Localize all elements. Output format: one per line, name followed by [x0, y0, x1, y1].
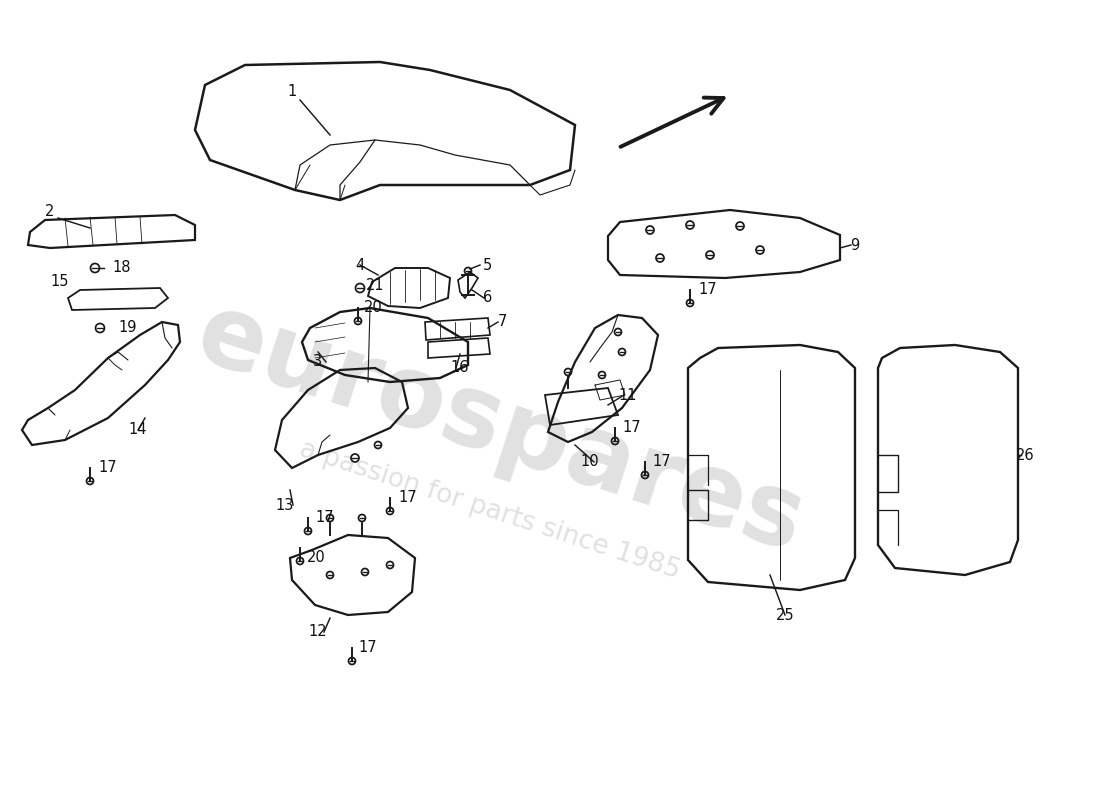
Text: 2: 2 — [45, 203, 55, 218]
Text: 17: 17 — [623, 421, 641, 435]
Text: 17: 17 — [652, 454, 671, 470]
Text: a passion for parts since 1985: a passion for parts since 1985 — [296, 436, 684, 584]
Text: 17: 17 — [359, 641, 377, 655]
Text: 1: 1 — [287, 85, 297, 99]
Text: 18: 18 — [112, 261, 131, 275]
Text: 20: 20 — [364, 301, 383, 315]
Text: 4: 4 — [355, 258, 364, 273]
Text: 26: 26 — [1015, 447, 1034, 462]
Text: 15: 15 — [51, 274, 69, 290]
Text: 20: 20 — [307, 550, 326, 566]
Text: 14: 14 — [129, 422, 147, 438]
Text: 17: 17 — [698, 282, 717, 298]
Text: 13: 13 — [276, 498, 294, 513]
Text: 11: 11 — [618, 387, 637, 402]
Text: eurospares: eurospares — [185, 286, 815, 574]
Text: 17: 17 — [99, 461, 118, 475]
Text: 6: 6 — [483, 290, 493, 306]
Text: 10: 10 — [581, 454, 600, 470]
Text: 5: 5 — [483, 258, 492, 273]
Text: 3: 3 — [314, 354, 322, 370]
Text: 12: 12 — [309, 625, 328, 639]
Text: 9: 9 — [850, 238, 859, 253]
Text: 19: 19 — [119, 321, 138, 335]
Text: 21: 21 — [365, 278, 384, 293]
Text: 17: 17 — [398, 490, 417, 506]
Text: 17: 17 — [316, 510, 334, 526]
Text: 16: 16 — [451, 361, 470, 375]
Text: 7: 7 — [497, 314, 507, 330]
Text: 25: 25 — [776, 607, 794, 622]
